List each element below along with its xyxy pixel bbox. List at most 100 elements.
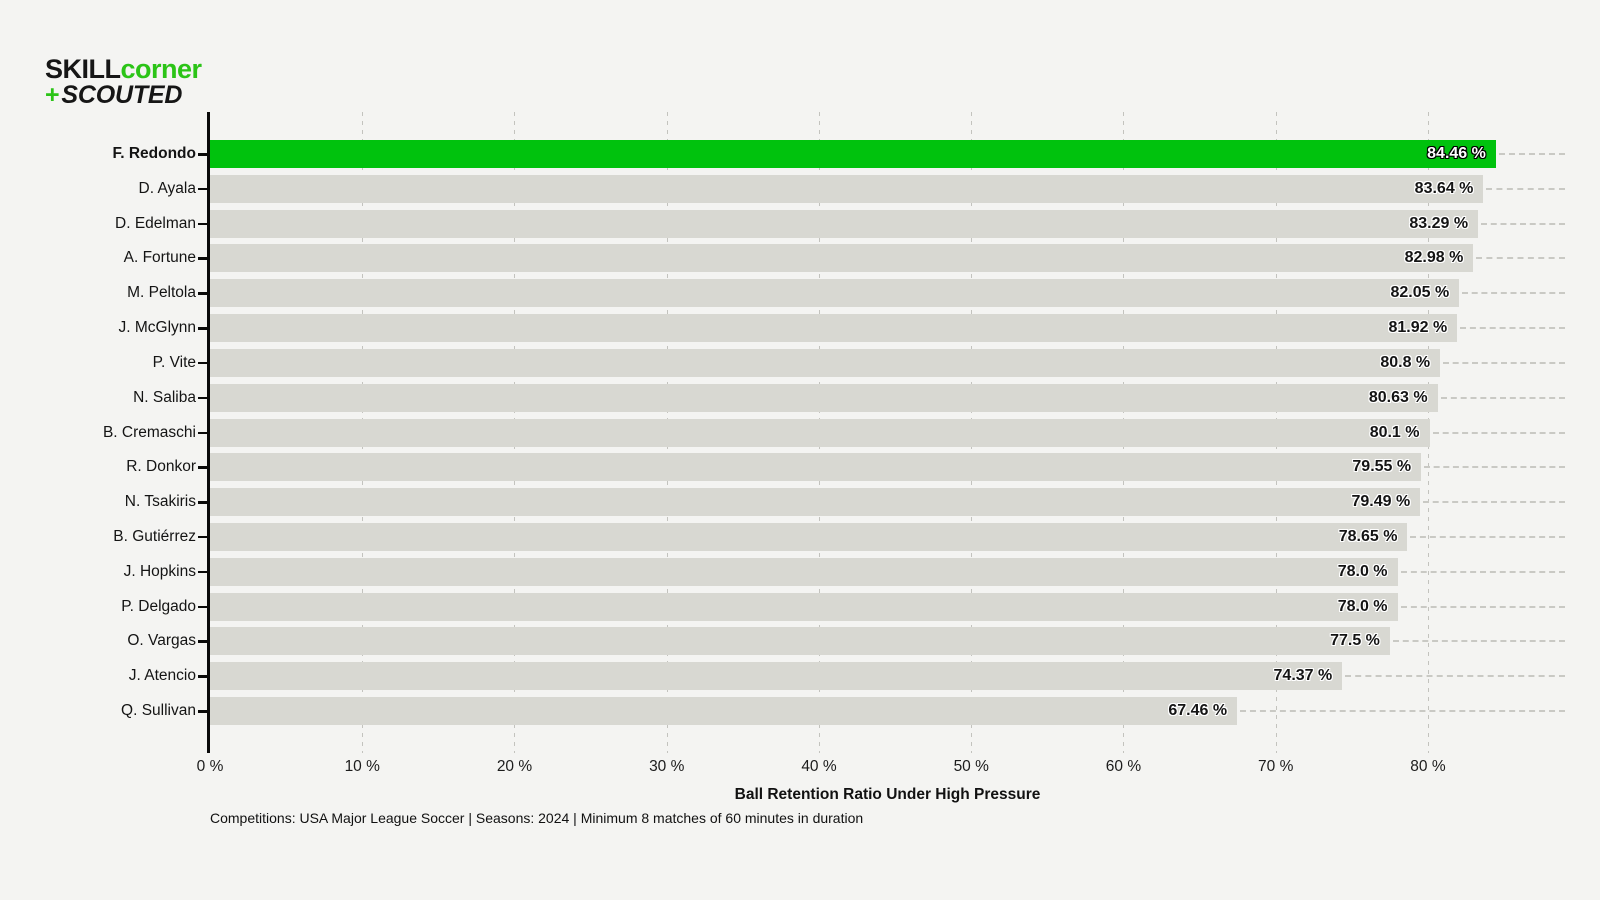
- bar: 78.65 %: [210, 522, 1408, 551]
- logo-skillcorner: SKILLcorner: [45, 54, 203, 84]
- bar: 83.64 %: [210, 174, 1484, 203]
- y-tick-mark: [198, 257, 207, 260]
- logo-plus-icon: +: [45, 81, 60, 109]
- y-tick-mark: [198, 570, 207, 574]
- player-label: J. McGlynn: [118, 319, 196, 337]
- player-label: J. Atencio: [128, 667, 196, 685]
- bar-value-label: 78.65 %: [1338, 527, 1398, 545]
- player-label: P. Vite: [152, 353, 196, 371]
- leader-line: [1345, 675, 1565, 678]
- player-label: O. Vargas: [127, 632, 196, 650]
- x-tick-label: 0 %: [196, 758, 224, 775]
- y-tick-mark: [198, 327, 207, 330]
- bar-value-label: 74.37 %: [1273, 667, 1333, 685]
- bar: 74.37 %: [210, 662, 1343, 691]
- player-label: M. Peltola: [127, 284, 196, 302]
- leader-line: [1462, 292, 1565, 295]
- bar-value-label: 82.98 %: [1404, 249, 1464, 267]
- y-tick-mark: [198, 396, 207, 400]
- leader-line: [1476, 257, 1565, 260]
- logo-scouted: +SCOUTED: [45, 82, 202, 108]
- bar: 82.05 %: [210, 279, 1460, 308]
- bar: 80.8 %: [210, 348, 1441, 377]
- x-tick-label: 80 %: [1410, 758, 1446, 775]
- player-label: A. Fortune: [123, 249, 196, 267]
- y-tick-mark: [198, 675, 207, 678]
- plot-area: 84.46 % 83.64 % 83.29 % 82.98 % 82.05 % 81.92…: [210, 112, 1565, 753]
- player-label: N. Saliba: [133, 388, 196, 406]
- bar-value-label: 80.8 %: [1380, 353, 1431, 371]
- y-tick-mark: [198, 187, 207, 191]
- bar-value-label: 83.29 %: [1409, 214, 1469, 232]
- leader-line: [1498, 153, 1565, 155]
- leader-line: [1424, 466, 1565, 469]
- bar-value-label: 78.0 %: [1337, 562, 1388, 580]
- player-label: R. Donkor: [126, 458, 196, 476]
- bar: 80.1 %: [210, 418, 1430, 447]
- bar-value-label: 67.46 %: [1168, 702, 1228, 719]
- bar-value-label: 80.1 %: [1369, 423, 1420, 441]
- y-tick-mark: [198, 361, 207, 365]
- skillcorner-scouted-logo: SKILLcorner +SCOUTED: [45, 54, 203, 109]
- y-tick-mark: [198, 431, 207, 434]
- bar-value-label: 84.46 %: [1427, 145, 1486, 162]
- leader-line: [1410, 535, 1565, 538]
- x-tick-label: 10 %: [344, 758, 380, 775]
- y-tick-mark: [198, 535, 207, 539]
- x-tick-label: 60 %: [1105, 758, 1142, 775]
- y-axis-spine: [207, 112, 210, 753]
- logo-scouted-text: SCOUTED: [61, 81, 183, 109]
- bar-value-label: 82.05 %: [1390, 284, 1450, 302]
- leader-line: [1486, 187, 1565, 190]
- player-label: N. Tsakiris: [124, 493, 196, 511]
- leader-line: [1400, 570, 1565, 573]
- player-label: Q. Sullivan: [121, 702, 196, 719]
- player-label: B. Cremaschi: [102, 423, 196, 441]
- leader-line: [1392, 640, 1565, 643]
- x-tick-label: 30 %: [649, 758, 685, 775]
- bar-value-label: 79.55 %: [1352, 458, 1412, 476]
- bar: 84.46 %: [210, 140, 1496, 168]
- bar-value-label: 80.63 %: [1368, 388, 1428, 406]
- bar: 67.46 %: [210, 697, 1238, 725]
- x-tick-label: 40 %: [801, 758, 837, 775]
- bar: 77.5 %: [210, 627, 1390, 656]
- player-label: D. Edelman: [115, 214, 196, 232]
- leader-line: [1440, 396, 1565, 399]
- player-label: F. Redondo: [112, 145, 196, 162]
- y-tick-mark: [198, 605, 207, 609]
- logo-corner-text: corner: [120, 54, 203, 84]
- chart-footnote: Competitions: USA Major League Soccer | …: [210, 810, 864, 826]
- bar-value-label: 79.49 %: [1351, 493, 1411, 511]
- y-tick-mark: [198, 501, 207, 504]
- bar: 79.55 %: [210, 453, 1422, 482]
- leader-line: [1481, 222, 1565, 225]
- logo-skill-text: SKILL: [45, 54, 121, 84]
- bar-value-label: 81.92 %: [1388, 319, 1448, 337]
- x-tick-label: 20 %: [496, 758, 533, 775]
- bar: 80.63 %: [210, 383, 1438, 412]
- player-label: P. Delgado: [121, 597, 196, 615]
- leader-line: [1400, 605, 1565, 608]
- bar-value-label: 78.0 %: [1337, 597, 1388, 615]
- leader-line: [1423, 501, 1565, 504]
- player-label: J. Hopkins: [123, 562, 196, 580]
- y-tick-mark: [198, 710, 207, 713]
- bar-value-label: 83.64 %: [1414, 179, 1474, 197]
- leader-line: [1460, 327, 1565, 330]
- bar: 78.0 %: [210, 592, 1398, 621]
- bar: 79.49 %: [210, 488, 1421, 517]
- y-tick-mark: [198, 292, 207, 295]
- leader-line: [1240, 710, 1565, 712]
- y-tick-mark: [198, 640, 207, 643]
- bar: 82.98 %: [210, 244, 1474, 273]
- bar: 78.0 %: [210, 557, 1398, 586]
- y-tick-mark: [198, 153, 207, 156]
- y-tick-mark: [198, 222, 207, 226]
- leader-line: [1432, 431, 1565, 434]
- x-tick-label: 50 %: [953, 758, 989, 775]
- x-tick-label: 70 %: [1258, 758, 1294, 775]
- bar: 83.29 %: [210, 209, 1479, 238]
- bar-value-label: 77.5 %: [1330, 632, 1380, 650]
